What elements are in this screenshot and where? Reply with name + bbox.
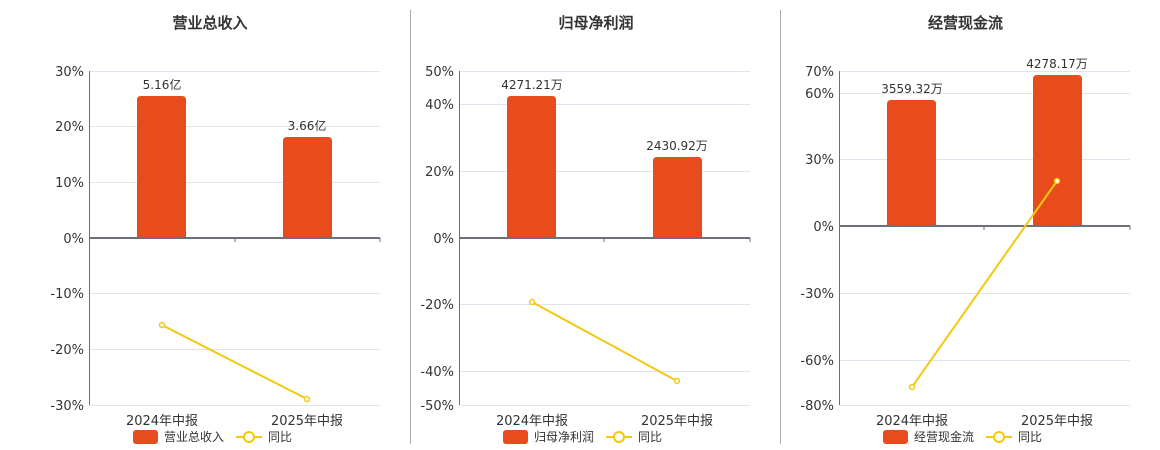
bar-value-labels: 4271.21万 2430.92万	[501, 78, 708, 153]
chart-panel-revenue: 营业总收入 30% 20% 10% 0% -10% -20	[0, 0, 410, 450]
svg-text:60%: 60%	[805, 87, 834, 102]
svg-text:-30%: -30%	[50, 399, 84, 414]
chart-plot: 30% 20% 10% 0% -10% -20% -30% 5.16亿 3.66…	[50, 65, 381, 429]
legend-bar-label[interactable]: 经营现金流	[914, 430, 975, 444]
chart-plot: 70% 60% 30% 0% -30% -60% -80% 3559.32万 4…	[800, 57, 1131, 429]
legend: 营业总收入 同比	[133, 428, 292, 445]
panel-divider	[780, 10, 781, 444]
yoy-line	[531, 301, 678, 382]
legend: 经营现金流 同比	[883, 428, 1042, 445]
yoy-point[interactable]	[673, 377, 681, 385]
yoy-point[interactable]	[908, 383, 916, 391]
legend-line-label[interactable]: 同比	[268, 430, 293, 444]
svg-text:-30%: -30%	[800, 287, 834, 302]
svg-text:-40%: -40%	[420, 365, 454, 380]
bar-2025[interactable]	[653, 157, 702, 238]
bar-value-labels: 5.16亿 3.66亿	[143, 77, 327, 133]
svg-text:-60%: -60%	[800, 354, 834, 369]
svg-text:-20%: -20%	[50, 343, 84, 358]
chart-title: 归母净利润	[558, 14, 634, 32]
gridlines	[839, 71, 1130, 406]
bar-2024[interactable]	[887, 100, 936, 226]
svg-text:2025年中报: 2025年中报	[271, 414, 343, 429]
svg-text:0%: 0%	[433, 232, 454, 247]
y-tick-labels: 70% 60% 30% 0% -30% -60% -80%	[800, 65, 834, 414]
bar-2024[interactable]	[507, 96, 556, 238]
legend-line-label[interactable]: 同比	[638, 430, 663, 444]
legend-bar-swatch[interactable]	[133, 429, 158, 444]
svg-text:2025年中报: 2025年中报	[1021, 414, 1093, 429]
bar-2024[interactable]	[137, 96, 186, 238]
legend: 归母净利润 同比	[503, 428, 662, 445]
x-tick-labels: 2024年中报 2025年中报	[876, 414, 1093, 429]
svg-text:2024年中报: 2024年中报	[126, 414, 198, 429]
y-tick-labels: 30% 20% 10% 0% -10% -20% -30%	[50, 65, 84, 414]
legend-line-label[interactable]: 同比	[1018, 430, 1043, 444]
svg-text:2430.92万: 2430.92万	[646, 139, 708, 153]
svg-text:30%: 30%	[805, 153, 834, 168]
svg-text:20%: 20%	[425, 165, 454, 180]
svg-text:3.66亿: 3.66亿	[288, 118, 327, 133]
legend-line-icon[interactable]	[986, 430, 1013, 444]
legend-line-icon[interactable]	[236, 430, 263, 444]
chart-panel-net-profit: 归母净利润 50% 40% 20% 0% -20% -40% -50% 4	[411, 0, 781, 450]
svg-text:40%: 40%	[425, 98, 454, 113]
legend-bar-label[interactable]: 营业总收入	[164, 430, 225, 444]
legend-bar-swatch[interactable]	[503, 429, 528, 444]
bar-2025[interactable]	[1033, 75, 1082, 226]
svg-text:10%: 10%	[55, 176, 84, 191]
svg-text:2025年中报: 2025年中报	[641, 414, 713, 429]
x-tick-labels: 2024年中报 2025年中报	[126, 414, 343, 429]
chart-panel-operating-cashflow: 经营现金流 70% 60% 30% 0% -30% -60% -80% 3	[781, 0, 1160, 450]
svg-text:0%: 0%	[63, 232, 84, 247]
svg-text:2024年中报: 2024年中报	[496, 414, 568, 429]
svg-text:3559.32万: 3559.32万	[881, 82, 943, 96]
svg-text:0%: 0%	[813, 220, 834, 235]
svg-text:50%: 50%	[425, 65, 454, 80]
yoy-point[interactable]	[528, 298, 536, 306]
chart-title: 经营现金流	[927, 14, 1003, 32]
chart-plot: 50% 40% 20% 0% -20% -40% -50% 4271.21万 2…	[420, 65, 751, 429]
legend-bar-label[interactable]: 归母净利润	[534, 430, 595, 444]
svg-text:5.16亿: 5.16亿	[143, 77, 182, 92]
chart-title: 营业总收入	[172, 14, 248, 32]
yoy-point[interactable]	[158, 321, 166, 329]
svg-text:70%: 70%	[805, 65, 834, 80]
x-tick-labels: 2024年中报 2025年中报	[496, 414, 713, 429]
legend-bar-swatch[interactable]	[883, 429, 908, 444]
svg-text:4271.21万: 4271.21万	[501, 78, 563, 92]
svg-text:20%: 20%	[55, 120, 84, 135]
svg-text:4278.17万: 4278.17万	[1026, 57, 1088, 71]
svg-text:2024年中报: 2024年中报	[876, 414, 948, 429]
bar-2025[interactable]	[283, 137, 332, 238]
yoy-line	[161, 324, 308, 400]
yoy-line	[911, 180, 1058, 388]
legend-line-icon[interactable]	[606, 430, 633, 444]
yoy-point[interactable]	[1053, 177, 1061, 185]
svg-text:-20%: -20%	[420, 298, 454, 313]
svg-text:-50%: -50%	[420, 399, 454, 414]
panel-divider	[410, 10, 411, 444]
bar-value-labels: 3559.32万 4278.17万	[881, 57, 1088, 96]
svg-text:30%: 30%	[55, 65, 84, 80]
y-tick-labels: 50% 40% 20% 0% -20% -40% -50%	[420, 65, 454, 414]
svg-text:-10%: -10%	[50, 287, 84, 302]
yoy-point[interactable]	[303, 395, 311, 403]
svg-text:-80%: -80%	[800, 399, 834, 414]
